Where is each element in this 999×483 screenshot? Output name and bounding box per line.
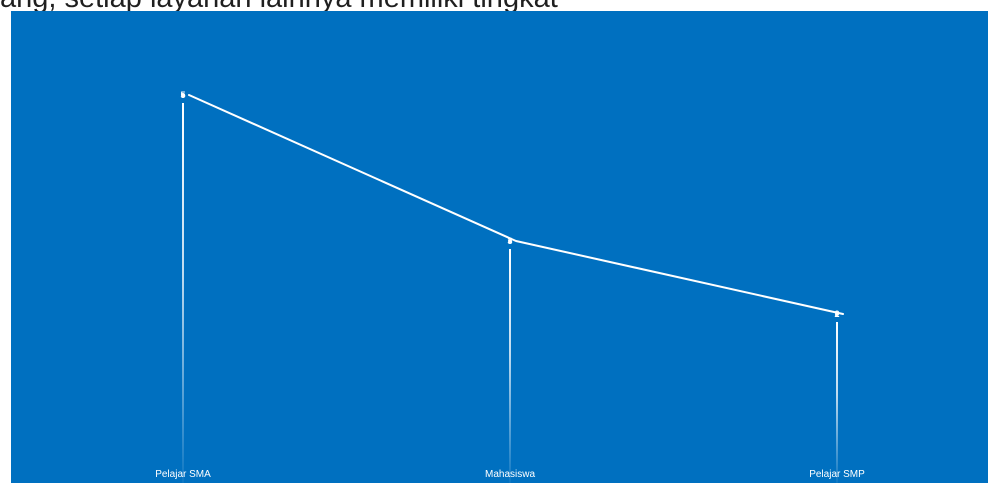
line-chart: 5 3 2 Pelajar SMA Mahasiswa Pelajar SMP [155, 90, 865, 483]
data-point-pelajar-smp [835, 312, 839, 316]
series-line [188, 94, 844, 315]
data-label-mahasiswa: 3 [507, 236, 512, 246]
drop-line-pelajar-sma [182, 103, 184, 483]
x-tick-label-mahasiswa: Mahasiswa [485, 469, 535, 480]
partial-body-text: ang, setiap layanan lainnya memiliki tin… [0, 0, 999, 14]
x-tick-label-pelajar-smp: Pelajar SMP [809, 469, 865, 480]
drop-line-mahasiswa [509, 249, 511, 483]
chart-panel: 5 3 2 Pelajar SMA Mahasiswa Pelajar SMP [11, 11, 988, 483]
drop-line-pelajar-smp [836, 322, 838, 483]
data-point-mahasiswa [508, 239, 512, 243]
data-label-pelajar-smp: 2 [834, 309, 839, 319]
data-label-pelajar-sma: 5 [180, 90, 185, 100]
x-tick-label-pelajar-sma: Pelajar SMA [155, 469, 211, 480]
data-point-pelajar-sma [181, 93, 185, 97]
